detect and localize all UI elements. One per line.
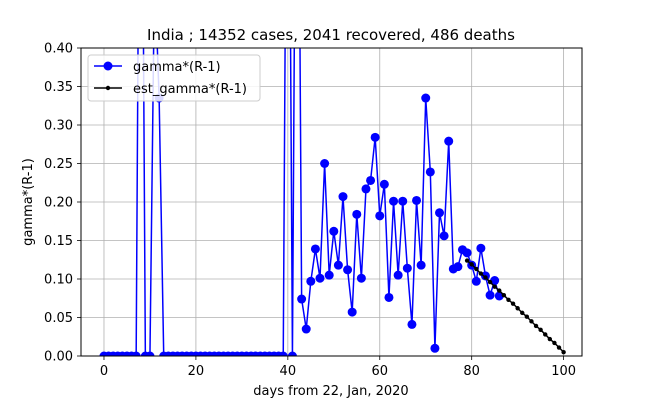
y-tick-label: 0.20 — [44, 196, 73, 211]
data-point-gamma — [310, 244, 320, 254]
y-tick-label: 0.15 — [44, 234, 73, 249]
data-point-est-gamma — [547, 336, 553, 342]
data-point-gamma — [389, 196, 399, 206]
data-point-est-gamma — [478, 271, 484, 276]
series-layer — [99, 48, 566, 356]
data-point-est-gamma — [492, 284, 497, 289]
legend-box — [87, 54, 261, 102]
data-point-gamma — [370, 132, 380, 142]
y-tick-label: 0.40 — [44, 42, 73, 57]
y-tick-label: 0.35 — [44, 80, 73, 95]
data-point-gamma — [347, 307, 357, 317]
data-point-est-gamma — [483, 275, 488, 280]
data-point-gamma — [398, 196, 408, 206]
data-point-gamma — [425, 167, 435, 177]
data-point-gamma — [453, 262, 463, 272]
data-point-gamma — [421, 93, 431, 103]
data-point-gamma — [384, 292, 394, 302]
data-point-gamma — [306, 276, 316, 286]
data-point-est-gamma — [515, 306, 520, 311]
data-point-est-gamma — [501, 292, 507, 298]
data-point-est-gamma — [469, 262, 474, 267]
legend-marker-est-gamma — [105, 85, 111, 91]
grid — [81, 47, 582, 357]
data-point-gamma — [333, 260, 343, 270]
chart-title: India ; 14352 cases, 2041 recovered, 486… — [147, 26, 515, 44]
data-point-gamma — [462, 248, 472, 258]
data-point-gamma — [439, 231, 449, 241]
x-tick-label: 100 — [551, 364, 576, 379]
data-point-est-gamma — [543, 332, 548, 337]
data-point-est-gamma — [506, 297, 511, 302]
data-point-est-gamma — [464, 258, 470, 263]
data-point-gamma — [375, 211, 385, 221]
x-tick-label: 80 — [463, 364, 480, 379]
data-point-est-gamma — [487, 279, 493, 285]
legend-label-est-gamma: est_gamma*(R-1) — [133, 82, 247, 97]
data-point-gamma — [320, 159, 330, 168]
data-point-est-gamma — [552, 340, 557, 346]
data-point-gamma — [324, 270, 334, 280]
data-point-est-gamma — [529, 319, 534, 324]
data-point-gamma — [471, 276, 481, 286]
x-axis-ticks: 0 20 40 60 80 100 — [100, 356, 576, 379]
data-point-est-gamma — [520, 310, 525, 316]
y-tick-label: 0.30 — [44, 119, 73, 134]
data-point-gamma — [366, 175, 376, 185]
data-point-gamma — [407, 319, 417, 329]
data-point-gamma — [379, 179, 389, 189]
x-tick-label: 0 — [100, 364, 108, 379]
legend-label-gamma: gamma*(R-1) — [133, 60, 221, 75]
data-point-gamma — [393, 270, 403, 280]
data-point-gamma — [145, 351, 155, 356]
x-axis-label: days from 22, Jan, 2020 — [253, 384, 408, 399]
y-axis-ticks: 0.00 0.05 0.10 0.15 0.20 0.25 0.30 0.35 0.40 — [44, 42, 81, 365]
data-point-gamma — [131, 351, 141, 356]
data-point-gamma — [490, 276, 500, 286]
data-point-gamma — [416, 260, 426, 270]
data-point-est-gamma — [474, 266, 479, 272]
data-point-est-gamma — [556, 345, 562, 350]
data-point-gamma — [278, 351, 288, 356]
data-point-gamma — [287, 351, 297, 356]
y-tick-label: 0.05 — [44, 311, 73, 326]
data-point-gamma — [402, 263, 412, 273]
y-tick-label: 0.10 — [44, 273, 73, 288]
data-point-gamma — [435, 208, 445, 218]
y-axis-label: gamma*(R-1) — [21, 158, 36, 246]
data-point-gamma — [412, 195, 422, 205]
data-point-gamma — [301, 324, 311, 334]
data-point-gamma — [430, 343, 440, 353]
data-point-gamma — [343, 265, 353, 275]
y-tick-label: 0.25 — [44, 157, 73, 172]
x-tick-label: 20 — [188, 364, 205, 379]
y-tick-label: 0.00 — [44, 350, 73, 365]
data-point-gamma — [338, 192, 348, 202]
data-point-gamma — [361, 184, 371, 194]
data-point-est-gamma — [497, 288, 502, 293]
x-tick-label: 40 — [280, 364, 297, 379]
data-point-gamma — [444, 136, 454, 146]
data-point-gamma — [329, 226, 339, 236]
data-point-est-gamma — [538, 327, 543, 333]
data-point-gamma — [485, 290, 495, 300]
legend: gamma*(R-1) est_gamma*(R-1) — [87, 54, 261, 102]
series-line-est-gamma — [466, 259, 565, 353]
data-point-gamma — [315, 273, 325, 283]
data-point-gamma — [352, 209, 362, 219]
data-point-est-gamma — [561, 349, 566, 355]
x-tick-label: 60 — [371, 364, 388, 379]
data-point-gamma — [297, 294, 307, 304]
data-point-est-gamma — [510, 301, 516, 306]
data-point-gamma — [356, 273, 366, 283]
legend-marker-gamma — [103, 61, 113, 71]
data-point-est-gamma — [533, 323, 539, 329]
data-point-gamma — [476, 243, 486, 253]
data-point-est-gamma — [524, 314, 530, 319]
